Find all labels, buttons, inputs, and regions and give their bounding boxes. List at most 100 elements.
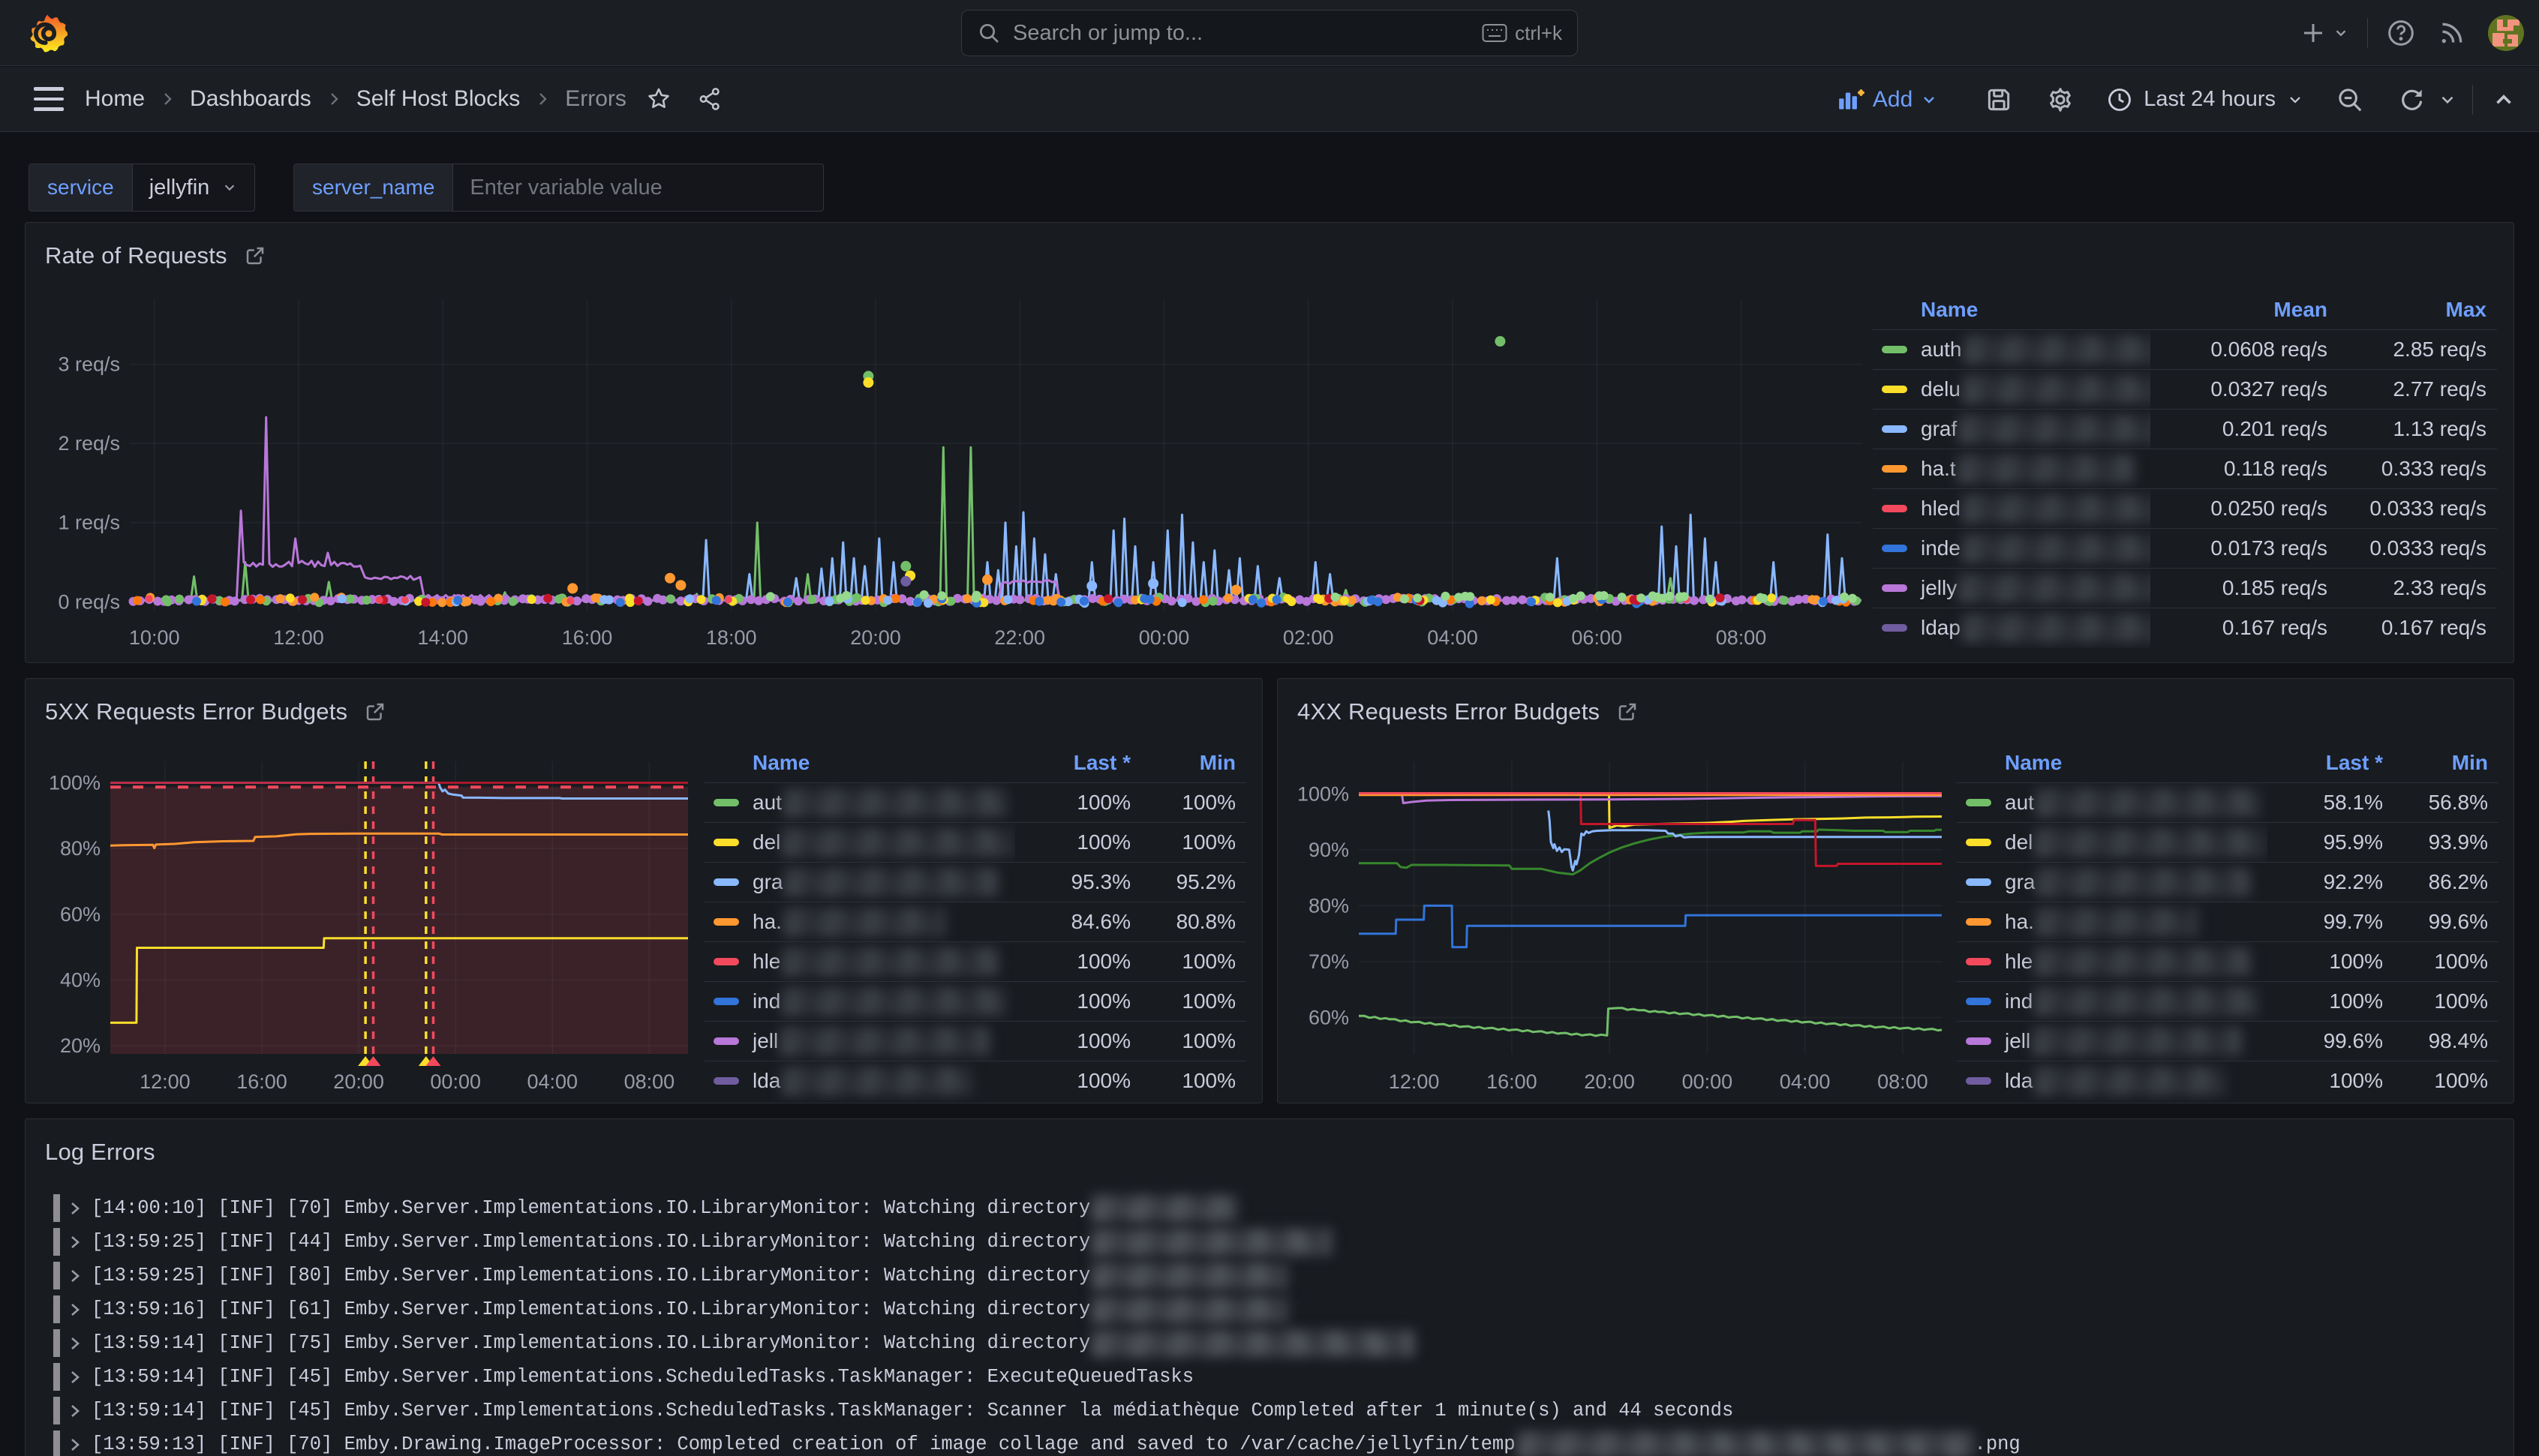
favorite-star-button[interactable] bbox=[646, 86, 672, 112]
legend-row[interactable]: jell 100% 100% bbox=[705, 1021, 1246, 1061]
variable-service-select[interactable]: jellyfin bbox=[131, 164, 256, 212]
external-link-icon[interactable] bbox=[244, 245, 266, 267]
variable-server-name-input[interactable]: Enter variable value bbox=[452, 164, 825, 212]
scatter-point bbox=[765, 592, 775, 602]
redacted-text bbox=[1092, 1262, 1289, 1289]
add-button[interactable]: Add bbox=[1837, 86, 1938, 114]
legend-row[interactable]: hled 0.0250 req/s 0.0333 req/s bbox=[1873, 488, 2497, 529]
rate-chart[interactable]: 10:00 12:00 14:00 16:00 18:00 20:00 22:00 00:00… bbox=[26, 287, 1879, 662]
scatter-point bbox=[527, 595, 536, 605]
legend-row[interactable]: del 95.9% 93.9% bbox=[1957, 822, 2498, 863]
log-expand-icon[interactable] bbox=[69, 1301, 81, 1318]
err5xx-chart[interactable]: 12:00 16:00 20:00 00:00 04:00 08:00 20% 40% 60% 8… bbox=[26, 740, 705, 1103]
legend-series-name: jell bbox=[753, 1029, 779, 1052]
legend-value: 58.1% bbox=[2267, 782, 2393, 823]
panel-title[interactable]: Rate of Requests bbox=[45, 242, 227, 269]
legend-header-name[interactable]: Name bbox=[1873, 292, 2150, 330]
legend-row[interactable]: aut 58.1% 56.8% bbox=[1957, 782, 2498, 823]
legend-row[interactable]: delu 0.0327 req/s 2.77 req/s bbox=[1873, 369, 2497, 410]
legend-row[interactable]: del 100% 100% bbox=[705, 822, 1246, 863]
user-avatar[interactable] bbox=[2488, 15, 2524, 51]
legend-row[interactable]: jell 99.6% 98.4% bbox=[1957, 1021, 2498, 1061]
legend-row[interactable]: lda 100% 100% bbox=[705, 1061, 1246, 1101]
log-expand-icon[interactable] bbox=[69, 1268, 81, 1284]
breadcrumb-folder[interactable]: Self Host Blocks bbox=[356, 86, 521, 111]
annotation-marker[interactable] bbox=[365, 1056, 381, 1066]
refresh-interval-dropdown[interactable] bbox=[2430, 67, 2465, 133]
redacted-text bbox=[1092, 1295, 1289, 1323]
log-row[interactable]: [13:59:16] [INF] [61] Emby.Server.Implem… bbox=[26, 1292, 2515, 1326]
log-expand-icon[interactable] bbox=[69, 1335, 81, 1352]
legend-header-min[interactable]: Min bbox=[1141, 745, 1246, 783]
legend-row[interactable]: ldap 0.167 req/s 0.167 req/s bbox=[1873, 608, 2497, 648]
share-button[interactable] bbox=[697, 86, 723, 112]
legend-row[interactable]: hle 100% 100% bbox=[1957, 941, 2498, 982]
panel-title[interactable]: Log Errors bbox=[45, 1139, 155, 1165]
legend-header-mean[interactable]: Mean bbox=[2150, 292, 2338, 330]
legend-row[interactable]: ha.t 0.118 req/s 0.333 req/s bbox=[1873, 449, 2497, 489]
search-icon bbox=[977, 21, 1001, 45]
variable-service-label: service bbox=[29, 164, 132, 212]
legend-row[interactable]: inde 0.0173 req/s 0.0333 req/s bbox=[1873, 528, 2497, 569]
scatter-point bbox=[1381, 595, 1391, 605]
legend-row[interactable]: ind 100% 100% bbox=[1957, 981, 2498, 1022]
log-row[interactable]: [13:59:14] [INF] [75] Emby.Server.Implem… bbox=[26, 1326, 2515, 1360]
log-row[interactable]: [13:59:14] [INF] [45] Emby.Server.Implem… bbox=[26, 1360, 2515, 1394]
legend-header-name[interactable]: Name bbox=[1957, 745, 2267, 783]
log-row[interactable]: [13:59:25] [INF] [44] Emby.Server.Implem… bbox=[26, 1225, 2515, 1259]
log-row[interactable]: [14:00:10] [INF] [70] Emby.Server.Implem… bbox=[26, 1191, 2515, 1225]
legend-row[interactable]: ha. 84.6% 80.8% bbox=[705, 902, 1246, 942]
dashboard-settings-button[interactable] bbox=[2046, 86, 2075, 114]
external-link-icon[interactable] bbox=[1616, 701, 1639, 723]
legend-header-last[interactable]: Last * bbox=[1015, 745, 1141, 783]
legend-row[interactable]: ind 100% 100% bbox=[705, 981, 1246, 1022]
log-row[interactable]: [13:59:25] [INF] [80] Emby.Server.Implem… bbox=[26, 1259, 2515, 1292]
news-button[interactable] bbox=[2426, 0, 2477, 66]
panel-title[interactable]: 5XX Requests Error Budgets bbox=[45, 698, 348, 725]
legend-row[interactable]: auth 0.0608 req/s 2.85 req/s bbox=[1873, 329, 2497, 370]
legend-row[interactable]: aut 100% 100% bbox=[705, 782, 1246, 823]
collapse-toolbar-button[interactable] bbox=[2480, 67, 2539, 133]
zoom-out-button[interactable] bbox=[2336, 86, 2364, 114]
legend-header-max[interactable]: Max bbox=[2338, 292, 2497, 330]
legend-value: 56.8% bbox=[2393, 782, 2498, 823]
new-menu-button[interactable] bbox=[2289, 0, 2360, 66]
legend-row[interactable]: gra 95.3% 95.2% bbox=[705, 862, 1246, 902]
search-input[interactable]: Search or jump to... ctrl+k bbox=[961, 10, 1578, 56]
log-expand-icon[interactable] bbox=[69, 1234, 81, 1250]
legend-header-name[interactable]: Name bbox=[705, 745, 1015, 783]
log-expand-icon[interactable] bbox=[69, 1436, 81, 1453]
legend-row[interactable]: jelly 0.185 req/s 2.33 req/s bbox=[1873, 568, 2497, 608]
legend-row[interactable]: gra 92.2% 86.2% bbox=[1957, 862, 2498, 902]
breadcrumb-dashboards[interactable]: Dashboards bbox=[190, 86, 311, 111]
scatter-point bbox=[566, 597, 575, 605]
time-range-picker[interactable]: Last 24 hours bbox=[2106, 86, 2304, 113]
x-axis-label: 10:00 bbox=[129, 626, 180, 649]
refresh-button[interactable] bbox=[2397, 86, 2426, 114]
x-axis-label: 06:00 bbox=[1571, 626, 1622, 649]
menu-toggle-button[interactable] bbox=[34, 87, 64, 111]
legend-row[interactable]: ha. 99.7% 99.6% bbox=[1957, 902, 2498, 942]
err4xx-chart[interactable]: 12:00 16:00 20:00 00:00 04:00 08:00 60% 70% 80% 9… bbox=[1278, 740, 1957, 1103]
legend-row[interactable]: graf 0.201 req/s 1.13 req/s bbox=[1873, 409, 2497, 449]
legend-header-min[interactable]: Min bbox=[2393, 745, 2498, 783]
panel-title[interactable]: 4XX Requests Error Budgets bbox=[1297, 698, 1600, 725]
save-dashboard-button[interactable] bbox=[1985, 86, 2013, 114]
annotation-marker[interactable] bbox=[425, 1056, 441, 1066]
log-expand-icon[interactable] bbox=[69, 1369, 81, 1385]
help-button[interactable] bbox=[2375, 0, 2426, 66]
log-row[interactable]: [13:59:14] [INF] [45] Emby.Server.Implem… bbox=[26, 1394, 2515, 1427]
legend-row[interactable]: lda 100% 100% bbox=[1957, 1061, 2498, 1101]
scatter-point bbox=[1465, 599, 1474, 608]
breadcrumb-home[interactable]: Home bbox=[85, 86, 146, 111]
scatter-point bbox=[1502, 596, 1511, 605]
legend-header-last[interactable]: Last * bbox=[2267, 745, 2393, 783]
log-row[interactable]: [13:59:13] [INF] [70] Emby.Drawing.Image… bbox=[26, 1427, 2515, 1456]
log-expand-icon[interactable] bbox=[69, 1200, 81, 1217]
log-expand-icon[interactable] bbox=[69, 1403, 81, 1419]
external-link-icon[interactable] bbox=[364, 701, 386, 723]
legend-row[interactable]: hle 100% 100% bbox=[705, 941, 1246, 982]
redacted-text bbox=[1957, 455, 2135, 483]
grafana-logo-icon[interactable] bbox=[29, 14, 68, 53]
legend-value: 0.0608 req/s bbox=[2150, 329, 2338, 370]
